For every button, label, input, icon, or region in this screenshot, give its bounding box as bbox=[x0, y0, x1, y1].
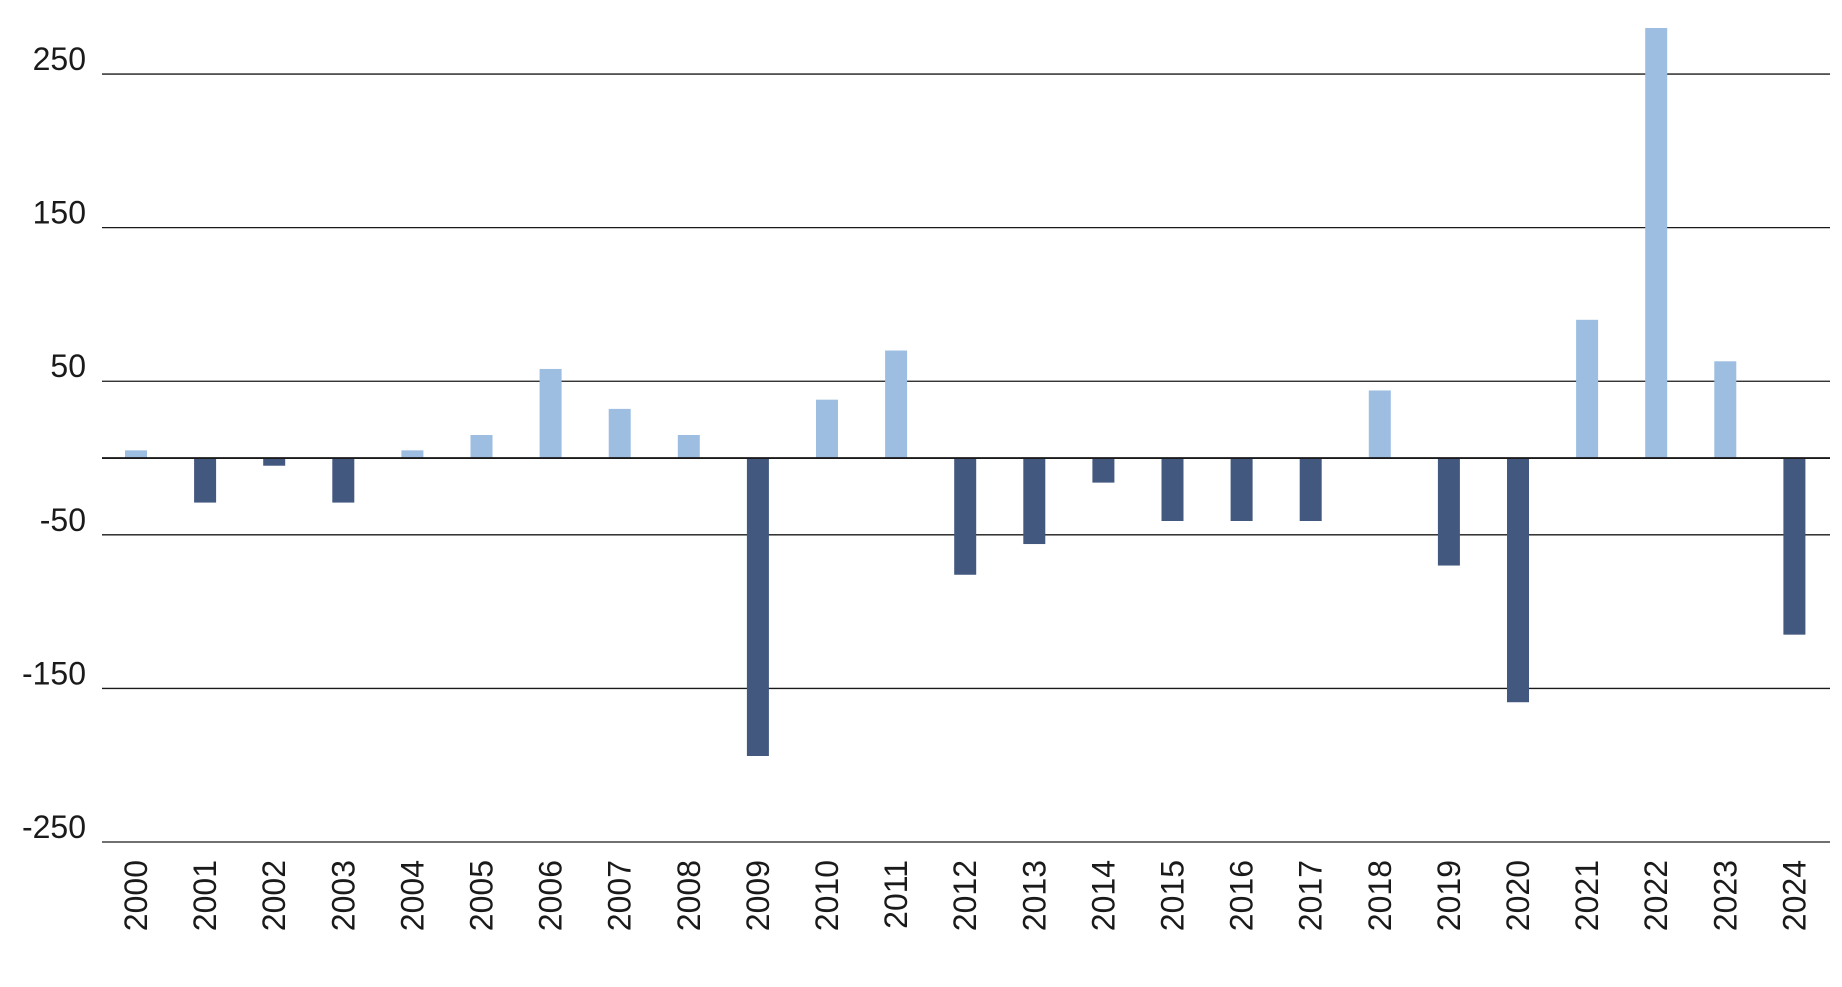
x-tick-label: 2019 bbox=[1431, 860, 1467, 931]
bar-2017 bbox=[1299, 458, 1322, 522]
bar-2013 bbox=[1023, 458, 1046, 545]
y-tick-label: -50 bbox=[40, 502, 86, 538]
x-tick-label: 2013 bbox=[1016, 860, 1052, 931]
bar-2005 bbox=[470, 435, 493, 459]
bar-2023 bbox=[1714, 361, 1737, 459]
bar-2015 bbox=[1161, 458, 1184, 522]
x-tick-label: 2020 bbox=[1500, 860, 1536, 931]
x-axis-tick-labels: 2000 2001 2002 2003 2004 2005 2006 2007 2008 2009… bbox=[118, 860, 1812, 931]
x-tick-label: 2006 bbox=[533, 860, 569, 931]
x-tick-label: 2004 bbox=[394, 860, 430, 931]
y-axis-tick-labels: 250 150 50 -50 -150 -250 bbox=[22, 41, 86, 845]
x-tick-label: 2002 bbox=[256, 860, 292, 931]
x-tick-label: 2016 bbox=[1224, 860, 1260, 931]
gridlines bbox=[102, 73, 1830, 843]
bar-2003 bbox=[332, 458, 355, 503]
y-tick-label: -250 bbox=[22, 809, 86, 845]
x-tick-label: 2022 bbox=[1638, 860, 1674, 931]
x-tick-label: 2018 bbox=[1362, 860, 1398, 931]
bar-2009 bbox=[746, 458, 769, 756]
x-tick-label: 2007 bbox=[602, 860, 638, 931]
x-tick-label: 2015 bbox=[1155, 860, 1191, 931]
bar-2012 bbox=[954, 458, 977, 575]
bar-2019 bbox=[1437, 458, 1460, 566]
bar-2022 bbox=[1645, 28, 1668, 459]
bar-2008 bbox=[677, 435, 700, 459]
bar-2018 bbox=[1368, 390, 1391, 459]
x-tick-label: 2021 bbox=[1569, 860, 1605, 931]
x-tick-label: 2012 bbox=[947, 860, 983, 931]
x-tick-label: 2001 bbox=[187, 860, 223, 931]
x-tick-label: 2005 bbox=[464, 860, 500, 931]
bar-2014 bbox=[1092, 458, 1115, 483]
x-tick-label: 2000 bbox=[118, 860, 154, 931]
bar-2024 bbox=[1783, 458, 1806, 635]
x-tick-label: 2003 bbox=[325, 860, 361, 931]
bar-2010 bbox=[816, 399, 838, 459]
x-tick-label: 2010 bbox=[809, 860, 845, 931]
bar-2007 bbox=[608, 408, 631, 459]
x-tick-label: 2024 bbox=[1776, 860, 1812, 931]
y-tick-label: 250 bbox=[33, 41, 86, 77]
x-tick-label: 2009 bbox=[740, 860, 776, 931]
x-tick-label: 2017 bbox=[1293, 860, 1329, 931]
bar-2021 bbox=[1576, 319, 1599, 459]
y-tick-label: 50 bbox=[50, 348, 86, 384]
bar-2000 bbox=[125, 450, 147, 459]
bar-2004 bbox=[401, 450, 424, 459]
x-tick-label: 2011 bbox=[878, 860, 914, 929]
y-tick-label: -150 bbox=[22, 655, 86, 691]
bar-2011 bbox=[885, 350, 908, 459]
x-tick-label: 2014 bbox=[1085, 860, 1121, 931]
bar-2006 bbox=[539, 368, 562, 459]
y-tick-label: 150 bbox=[33, 195, 86, 231]
bar-2002 bbox=[263, 458, 286, 466]
bar-2001 bbox=[194, 458, 217, 503]
bar-2020 bbox=[1507, 458, 1529, 703]
x-tick-label: 2023 bbox=[1707, 860, 1743, 931]
x-tick-label: 2008 bbox=[671, 860, 707, 931]
bar-2016 bbox=[1230, 458, 1253, 522]
bars bbox=[125, 28, 1806, 756]
